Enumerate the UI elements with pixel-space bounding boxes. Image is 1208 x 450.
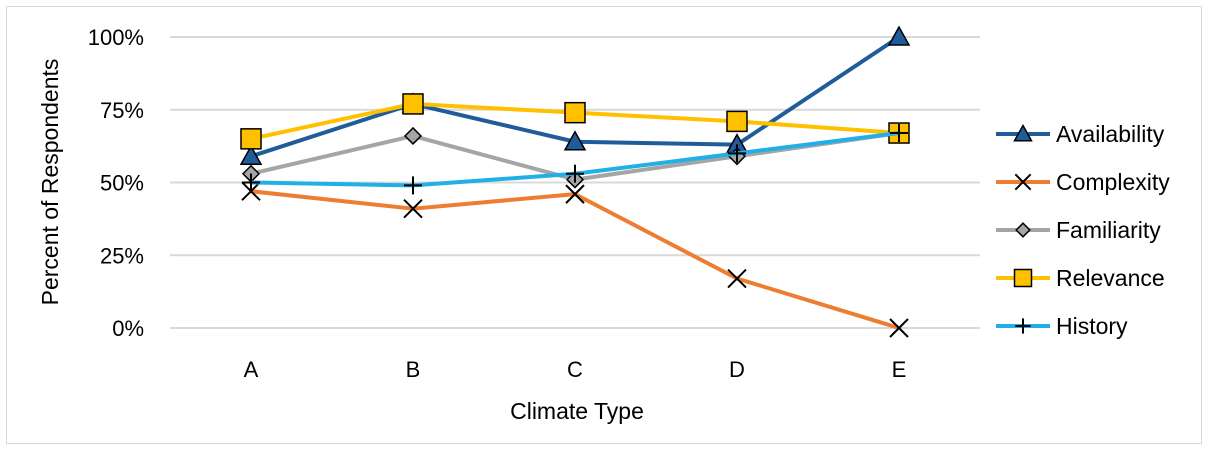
point-marker [889, 318, 909, 338]
series-line [250, 189, 900, 330]
legend-item: Complexity [996, 169, 1170, 195]
legend-item: Familiarity [996, 217, 1161, 243]
x-tick-label: D [729, 357, 745, 382]
y-tick-label: 25% [100, 243, 144, 268]
point-marker [402, 93, 424, 115]
point-marker [1015, 318, 1031, 334]
series-group [239, 25, 911, 338]
point-marker [566, 164, 584, 183]
point-marker [1015, 222, 1031, 238]
legend-label: Familiarity [1056, 217, 1161, 243]
y-tick-label: 100% [88, 25, 144, 50]
point-marker [563, 130, 587, 151]
legend-label: Relevance [1056, 265, 1165, 291]
legend-item: Availability [996, 121, 1165, 147]
point-marker [404, 176, 422, 195]
y-axis-ticks: 0% 25% 50% 75% 100% [88, 25, 144, 341]
point-marker [1014, 173, 1032, 191]
point-marker [727, 268, 747, 289]
y-tick-label: 50% [100, 171, 144, 196]
point-marker [726, 110, 748, 133]
chart-frame [6, 6, 1202, 444]
x-axis-title: Climate Type [510, 398, 644, 424]
legend-label: Availability [1056, 121, 1165, 147]
x-tick-label: E [892, 357, 907, 382]
x-axis-ticks: A B C D E [244, 357, 907, 382]
point-marker [242, 173, 260, 192]
series-relevance [240, 93, 910, 150]
series-history [242, 124, 908, 195]
point-marker [239, 144, 263, 166]
point-marker [890, 124, 908, 143]
point-marker [728, 144, 746, 163]
x-tick-label: C [567, 357, 583, 382]
x-tick-label: B [406, 357, 421, 382]
point-marker [1013, 123, 1033, 142]
series-complexity [241, 181, 909, 338]
legend-label: History [1056, 313, 1128, 339]
legend: Availability Complexity Familiarity Relevan… [996, 121, 1170, 339]
point-marker [564, 101, 586, 124]
point-marker [240, 128, 262, 150]
point-marker [403, 126, 423, 146]
y-tick-label: 75% [100, 98, 144, 123]
legend-item: Relevance [996, 265, 1165, 291]
point-marker [1013, 268, 1033, 288]
y-tick-label: 0% [112, 316, 144, 341]
point-marker [887, 25, 911, 46]
point-marker [565, 184, 585, 204]
legend-label: Complexity [1056, 169, 1170, 195]
legend-item: History [996, 313, 1128, 339]
x-tick-label: A [244, 357, 259, 382]
y-axis-title: Percent of Respondents [37, 59, 63, 306]
point-marker [403, 198, 423, 219]
